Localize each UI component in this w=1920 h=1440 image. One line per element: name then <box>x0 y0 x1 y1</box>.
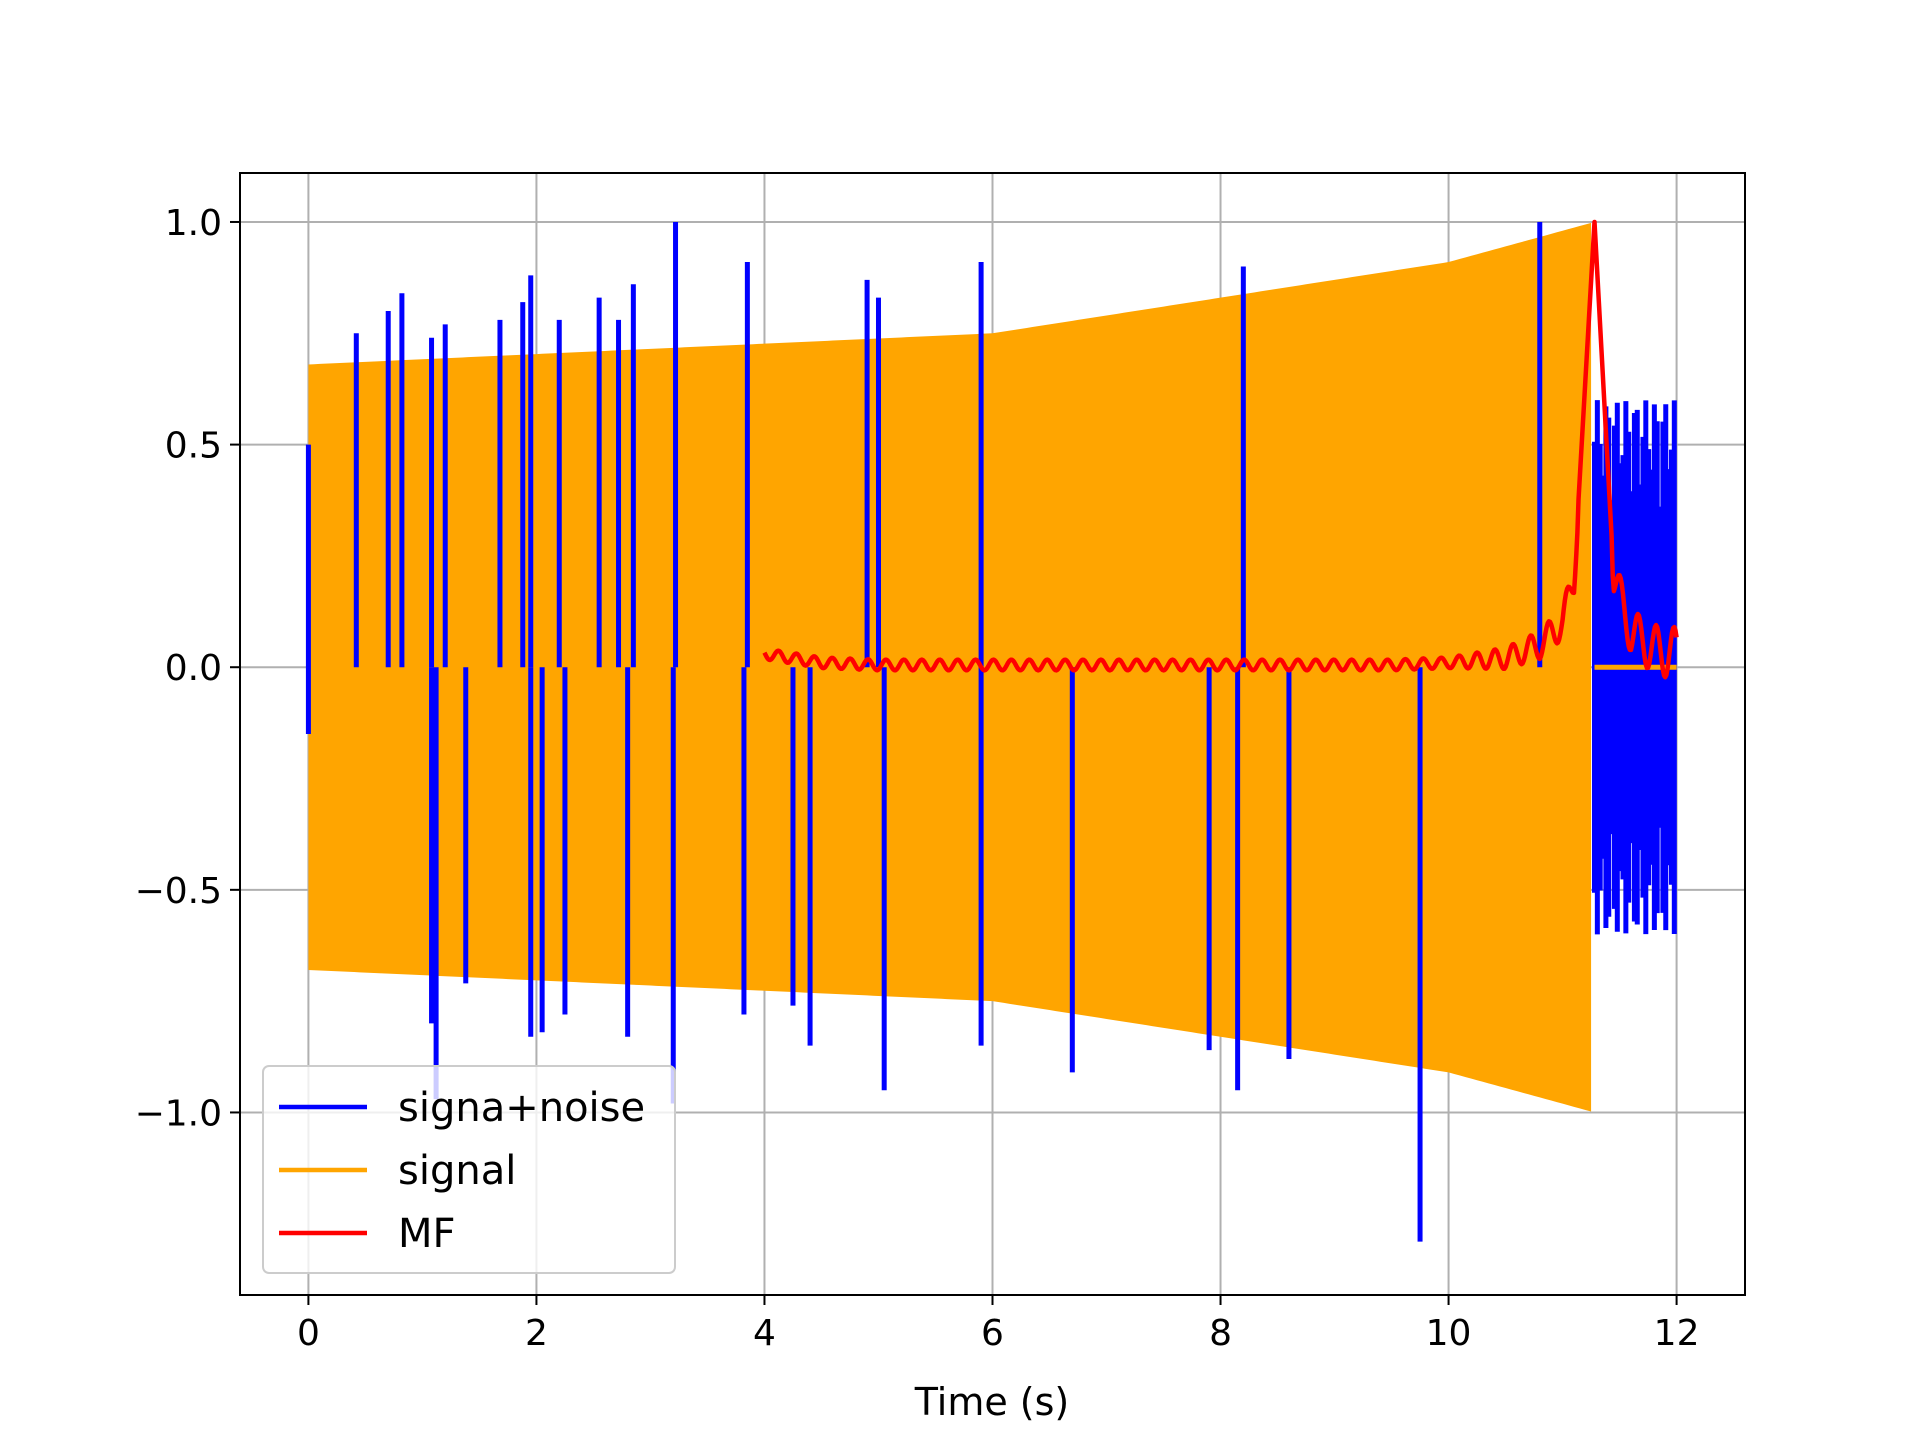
y-tick-label: −1.0 <box>135 1093 222 1134</box>
legend-label-mf: MF <box>398 1211 456 1257</box>
x-tick-label: 10 <box>1426 1313 1472 1354</box>
x-axis-label: Time (s) <box>914 1380 1070 1424</box>
signa-noise-series <box>305 221 1677 1242</box>
x-tick-label: 6 <box>981 1313 1004 1354</box>
y-tick-label: 0.5 <box>165 426 222 467</box>
x-tick-label: 2 <box>525 1313 548 1354</box>
plot-area <box>305 219 1679 1242</box>
mf-series-line <box>762 219 1679 680</box>
x-axis: 0 2 4 6 8 10 12 <box>297 1295 1700 1354</box>
y-tick-label: 0.0 <box>165 648 222 689</box>
legend-box <box>262 1065 676 1274</box>
x-tick-label: 0 <box>297 1313 320 1354</box>
legend-label-signa-noise: signa+noise <box>398 1085 645 1131</box>
x-tick-label: 12 <box>1654 1313 1700 1354</box>
x-tick-label: 4 <box>753 1313 776 1354</box>
y-tick-label: −0.5 <box>135 871 222 912</box>
y-tick-label: 1.0 <box>165 203 222 244</box>
x-tick-label: 8 <box>1209 1313 1232 1354</box>
legend-label-signal: signal <box>398 1148 516 1194</box>
y-axis: −1.0 −0.5 0.0 0.5 1.0 <box>135 203 240 1134</box>
legend: signa+noise signal MF <box>262 1065 676 1274</box>
